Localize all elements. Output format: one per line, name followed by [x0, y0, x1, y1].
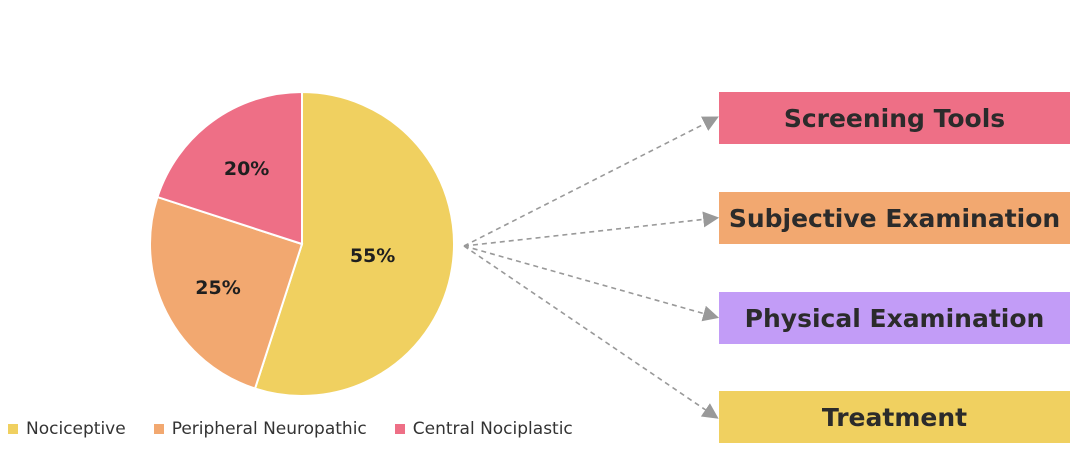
legend: Nociceptive Peripheral Neuropathic Centr… [8, 419, 601, 439]
treatment-box: Treatment [719, 391, 1070, 443]
legend-swatch-nociceptive [8, 424, 18, 434]
arrow-to-physical-examination [463, 245, 720, 322]
slice-nociceptive [253, 90, 455, 397]
label-nociceptive-pct: 55% [350, 245, 395, 267]
arrow-to-subjective-examination [463, 211, 720, 247]
legend-item-central-nociplastic: Central Nociplastic [394, 419, 573, 439]
screening-tools-box: Screening Tools [719, 92, 1070, 144]
legend-label-nociceptive: Nociceptive [26, 419, 126, 439]
slice-peripheral-neuropathic [149, 195, 304, 390]
legend-swatch-central-nociplastic [394, 424, 405, 434]
label-peripheral-neuropathic-pct: 25% [195, 277, 240, 299]
legend-swatch-peripheral-neuropathic [153, 424, 164, 434]
legend-label-central-nociplastic: Central Nociplastic [412, 419, 573, 439]
slice-central-nociplastic [156, 90, 303, 246]
subjective-examination-box: Subjective Examination [719, 192, 1070, 244]
label-central-nociplastic-pct: 20% [224, 158, 269, 180]
legend-item-peripheral-neuropathic: Peripheral Neuropathic [153, 419, 367, 439]
legend-label-peripheral-neuropathic: Peripheral Neuropathic [171, 419, 367, 439]
legend-item-nociceptive: Nociceptive [8, 419, 126, 439]
arrow-to-screening-tools [463, 116, 719, 247]
physical-examination-box: Physical Examination [719, 292, 1070, 344]
arrow-to-treatment [463, 245, 719, 419]
